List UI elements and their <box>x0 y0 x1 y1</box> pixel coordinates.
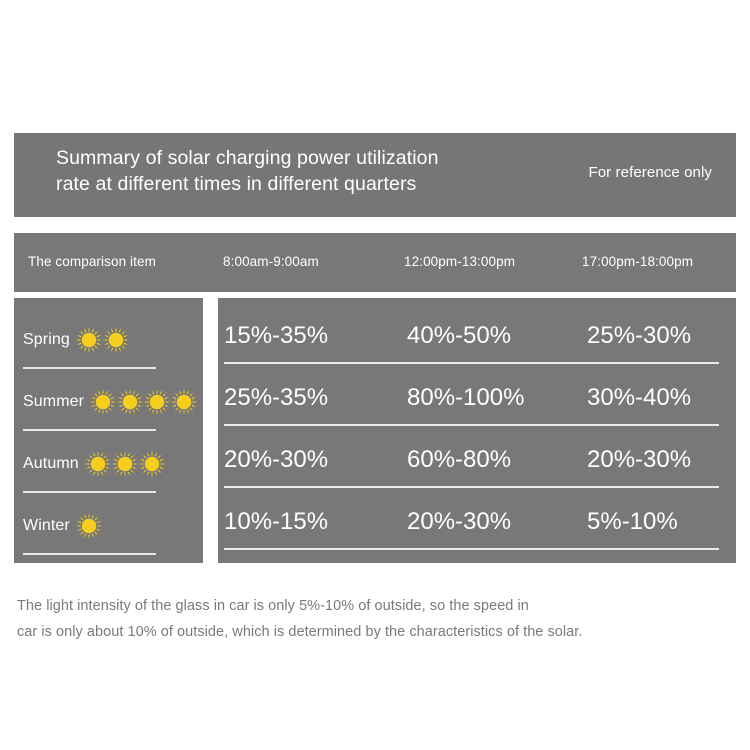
cell-spring-midday: 40%-50% <box>407 322 512 349</box>
sun-rating-spring <box>75 326 130 354</box>
sun-icon <box>75 326 103 354</box>
sun-icon <box>138 450 166 478</box>
sun-rating-autumn <box>84 450 166 478</box>
header-banner: Summary of solar charging power utilizat… <box>14 133 736 217</box>
column-header-morning: 8:00am-9:00am <box>223 254 319 269</box>
cell-summer-morning: 25%-35% <box>224 384 329 411</box>
season-divider <box>23 429 156 431</box>
column-header-bar: The comparison item 8:00am-9:00am 12:00p… <box>14 233 736 292</box>
season-row-summer: Summer <box>14 382 203 444</box>
column-header-evening: 17:00pm-18:00pm <box>582 254 694 269</box>
season-label-spring: Spring <box>23 331 70 348</box>
sun-icon <box>84 450 112 478</box>
table-row: 25%-35% 80%-100% 30%-40% <box>218 380 736 442</box>
column-header-midday: 12:00pm-13:00pm <box>404 254 516 269</box>
row-divider <box>224 486 719 488</box>
utilization-data-panel: 15%-35% 40%-50% 25%-30% 25%-35% 80%-100%… <box>218 298 736 563</box>
season-divider <box>23 367 156 369</box>
cell-winter-morning: 10%-15% <box>224 508 329 535</box>
cell-spring-evening: 25%-30% <box>587 322 692 349</box>
cell-summer-midday: 80%-100% <box>407 384 525 411</box>
footer-note: The light intensity of the glass in car … <box>17 598 583 640</box>
reference-note: For reference only <box>588 164 712 181</box>
cell-winter-midday: 20%-30% <box>407 508 512 535</box>
season-label-summer: Summer <box>23 393 85 410</box>
cell-autumn-evening: 20%-30% <box>587 446 692 473</box>
sun-rating-summer <box>89 388 198 416</box>
sun-icon <box>111 450 139 478</box>
cell-autumn-midday: 60%-80% <box>407 446 512 473</box>
season-divider <box>23 491 156 493</box>
season-label-winter: Winter <box>23 517 70 534</box>
column-header-comparison-item: The comparison item <box>28 254 156 269</box>
season-divider <box>23 553 156 555</box>
season-row-autumn: Autumn <box>14 444 203 506</box>
sun-icon <box>75 512 103 540</box>
table-row: 20%-30% 60%-80% 20%-30% <box>218 442 736 504</box>
cell-spring-morning: 15%-35% <box>224 322 329 349</box>
season-row-winter: Winter <box>14 506 203 568</box>
season-legend-panel: Spring Summer Autumn Winter <box>14 298 203 563</box>
row-divider <box>224 424 719 426</box>
sun-icon <box>170 388 198 416</box>
sun-icon <box>102 326 130 354</box>
page-title: Summary of solar charging power utilizat… <box>56 147 439 195</box>
cell-summer-evening: 30%-40% <box>587 384 692 411</box>
sun-icon <box>89 388 117 416</box>
cell-winter-evening: 5%-10% <box>587 508 678 535</box>
sun-rating-winter <box>75 512 103 540</box>
season-row-spring: Spring <box>14 320 203 382</box>
row-divider <box>224 362 719 364</box>
sun-icon <box>143 388 171 416</box>
table-row: 10%-15% 20%-30% 5%-10% <box>218 504 736 566</box>
table-row: 15%-35% 40%-50% 25%-30% <box>218 318 736 380</box>
sun-icon <box>116 388 144 416</box>
cell-autumn-morning: 20%-30% <box>224 446 329 473</box>
season-label-autumn: Autumn <box>23 455 79 472</box>
row-divider <box>224 548 719 550</box>
